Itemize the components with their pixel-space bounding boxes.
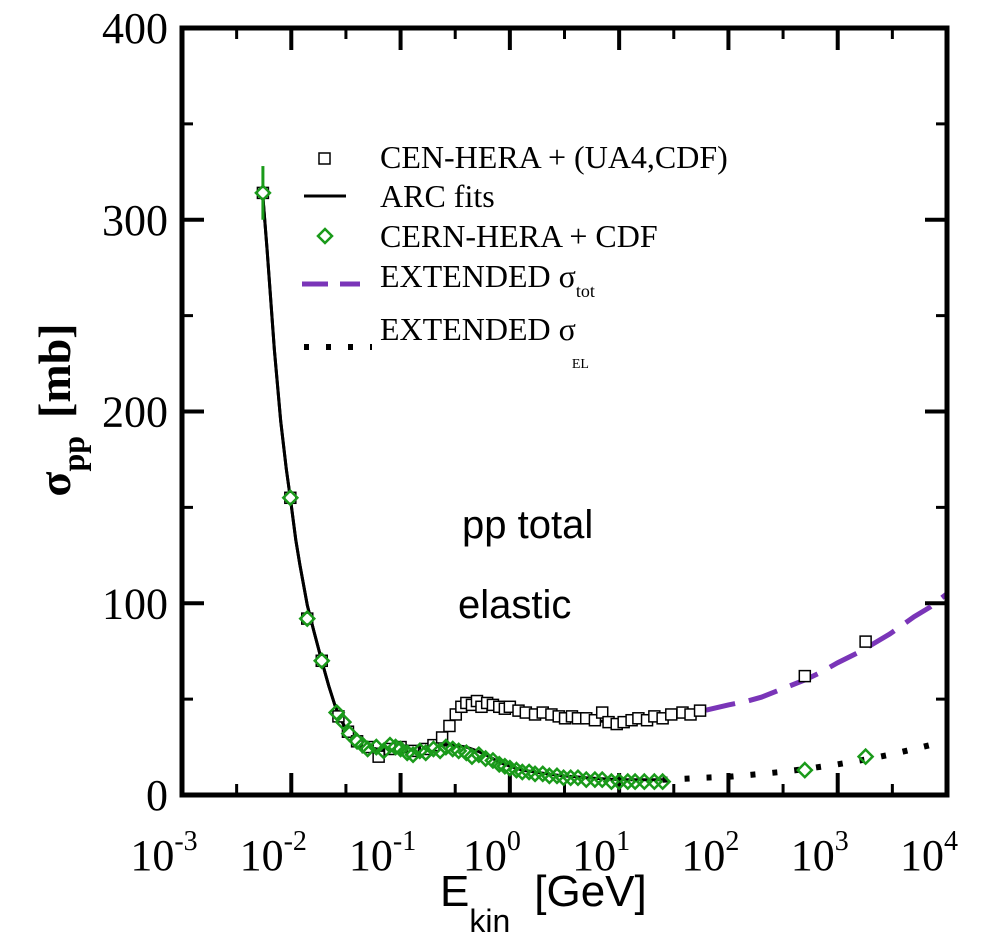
y-tick-label-1: 100 xyxy=(102,579,168,628)
elastic-data-point-5 xyxy=(334,713,353,731)
x-tick-label-base-0: 10 xyxy=(130,831,174,880)
elastic-data-point-2 xyxy=(298,609,317,628)
x-tick-label-4: 101 xyxy=(572,826,630,880)
legend-label-ext-tot: EXTENDED σtot xyxy=(380,258,595,301)
y-axis-label-sub: pp xyxy=(55,436,91,472)
y-tick-label-2: 200 xyxy=(102,388,168,437)
x-tick-label-base-5: 10 xyxy=(681,831,725,880)
x-tick-label-2: 10-1 xyxy=(349,826,416,880)
x-tick-label-base-3: 10 xyxy=(463,831,507,880)
elastic-data-point-44 xyxy=(593,770,611,789)
y-tick-label-4: 400 xyxy=(102,4,168,53)
elastic-data-point-51 xyxy=(653,772,672,791)
legend-label-total-data: CEN-HERA + (UA4,CDF) xyxy=(380,139,728,175)
x-tick-label-base-4: 10 xyxy=(572,831,616,880)
elastic-data-point-10 xyxy=(367,738,386,756)
data-markers xyxy=(254,166,875,791)
x-tick-label-0: 10-3 xyxy=(130,826,197,880)
elastic-data-point-47 xyxy=(619,772,637,791)
legend-label-fit: ARC fits xyxy=(380,178,495,214)
x-tick-label-6: 103 xyxy=(791,826,849,880)
annotation-pp-total: pp total xyxy=(462,503,593,547)
elastic-data-point-52 xyxy=(796,761,814,779)
legend-symbol-total-data xyxy=(318,152,331,165)
total-data-point-38 xyxy=(595,706,609,719)
total-data-point-37 xyxy=(588,713,602,727)
elastic-data-point-9 xyxy=(358,740,377,758)
x-tick-label-base-6: 10 xyxy=(791,831,835,880)
elastic-data-point-18 xyxy=(416,744,435,762)
x-tick-label-exp-6: 3 xyxy=(835,826,849,857)
plot-frame xyxy=(179,25,950,798)
elastic-data-point-25 xyxy=(463,747,481,766)
elastic-data-point-33 xyxy=(513,763,532,781)
total-data-point-52 xyxy=(859,635,872,648)
legend-label-ext-el-sub: EL xyxy=(572,357,589,372)
x-tick-label-exp-2: -1 xyxy=(393,826,416,857)
annotation-elastic: elastic xyxy=(458,583,571,627)
total-data-point-50 xyxy=(693,704,707,717)
legend-symbol-elastic-data xyxy=(316,227,334,245)
x-axis-label-sub: kin xyxy=(469,903,510,939)
line-extended-sigma-tot xyxy=(662,591,949,721)
legend-label-ext-el: EXTENDED σ EL xyxy=(380,311,589,372)
x-axis-label-main: E xyxy=(440,867,469,916)
elastic-data-point-1 xyxy=(281,489,300,507)
elastic-data-point-4 xyxy=(327,703,346,722)
y-axis-label-unit: [mb] xyxy=(29,323,80,418)
x-axis-label-unit: [GeV] xyxy=(534,867,647,916)
elastic-data-point-12 xyxy=(381,736,399,754)
elastic-data-point-0 xyxy=(254,184,272,202)
elastic-data-point-40 xyxy=(561,768,580,787)
x-axis-label: Ekin [GeV] xyxy=(440,867,647,939)
x-tick-label-base-7: 10 xyxy=(900,831,944,880)
y-tick-label-3: 300 xyxy=(102,196,168,245)
elastic-data-point-3 xyxy=(312,652,331,670)
x-tick-label-base-2: 10 xyxy=(349,831,393,880)
total-data-point-47 xyxy=(665,708,678,721)
legend-label-ext-tot-sub: tot xyxy=(576,281,595,301)
x-tick-label-3: 100 xyxy=(463,826,521,880)
elastic-data-point-39 xyxy=(554,768,573,787)
x-tick-label-7: 104 xyxy=(900,826,958,880)
legend-label-ext-tot-main: EXTENDED σ xyxy=(380,258,576,294)
total-data-point-51 xyxy=(798,669,812,683)
x-tick-label-exp-7: 4 xyxy=(944,826,958,857)
x-tick-label-1: 10-2 xyxy=(240,826,307,880)
y-axis-label-main: σ xyxy=(29,472,80,497)
y-axis-label: σpp [mb] xyxy=(29,323,91,496)
x-tick-label-exp-5: 2 xyxy=(725,826,739,857)
legend-label-ext-el-main: EXTENDED σ xyxy=(380,311,576,347)
elastic-data-point-43 xyxy=(586,770,604,789)
y-tick-label-0: 0 xyxy=(146,771,168,820)
elastic-data-point-29 xyxy=(490,755,509,774)
x-tick-label-5: 102 xyxy=(681,826,739,880)
x-tick-label-exp-4: 1 xyxy=(616,826,630,857)
legend: CEN-HERA + (UA4,CDF) ARC fits CERN-HERA … xyxy=(302,139,728,372)
x-tick-label-base-1: 10 xyxy=(240,831,284,880)
x-tick-label-exp-0: -3 xyxy=(174,826,197,857)
elastic-data-point-13 xyxy=(386,738,405,756)
total-data-point-15 xyxy=(443,719,456,733)
elastic-data-point-30 xyxy=(496,757,514,776)
x-tick-label-exp-1: -2 xyxy=(284,826,307,857)
x-tick-label-exp-3: 0 xyxy=(507,826,521,857)
legend-label-elastic-data: CERN-HERA + CDF xyxy=(380,218,658,254)
elastic-data-point-53 xyxy=(856,747,875,766)
